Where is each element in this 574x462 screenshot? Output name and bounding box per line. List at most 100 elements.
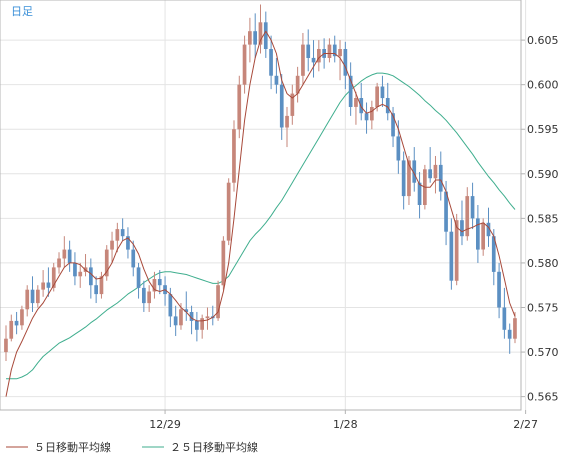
candle-up [258,4,263,54]
candle-body [285,115,289,128]
candle-up [9,314,14,342]
candle-down [46,267,51,297]
candle-body [370,107,374,121]
x-axis: 12/291/282/273/31 [149,410,538,431]
candle-body [338,49,342,57]
candle-body [481,222,485,250]
candle-body [269,49,273,76]
candle-body [89,267,93,286]
candle-body [184,309,189,312]
candle-down [67,240,72,272]
y-tick-label: 0.605 [527,34,559,47]
candle-body [126,236,130,250]
candle-down [173,305,178,337]
candle-up [78,262,83,288]
ma5-group [5,30,516,397]
candle-down [380,75,385,107]
y-tick-label: 0.565 [527,391,559,404]
candle-up [242,35,247,94]
y-tick-label: 0.575 [527,302,559,315]
candle-body [396,136,401,161]
candle-body [295,75,300,94]
candle-body [30,289,35,304]
candle-down [476,205,480,263]
candle-down [279,73,284,140]
candle-body [306,44,311,58]
candle-body [36,289,40,304]
candle-down [502,287,507,339]
candle-body [142,287,146,304]
candle-down [94,276,98,304]
candle-down [359,82,364,121]
candle-down [189,305,194,335]
candle-body [115,229,120,241]
candle-down [131,240,136,277]
y-tick-label: 0.570 [527,346,559,359]
candle-down [184,291,189,321]
candle-down [195,311,199,342]
candle-up [99,271,104,299]
legend-ma25-label: ２５日移動平均線 [170,440,258,454]
candle-down [89,258,93,299]
candle-down [428,147,432,183]
candle-up [115,222,120,253]
candle-body [104,249,109,277]
candle-up [36,285,40,308]
candle-body [279,84,284,128]
candle-body [428,169,432,179]
candle-body [444,191,448,232]
y-axis: 0.565 0.570 0.575 0.580 0.585 0.590 0.595 0.600… [521,34,559,404]
candle-body [20,309,24,326]
candle-down [507,323,512,354]
candle-body [274,75,279,85]
candle-down [14,311,19,335]
candle-body [120,229,125,237]
candle-up [57,252,61,274]
candle-body [253,31,257,45]
candle-up [62,236,67,268]
candle-body [67,249,72,263]
candle-body [131,249,136,268]
candle-down [30,276,35,312]
candle-up [221,236,226,290]
candle-down [460,200,464,246]
candle-up [232,120,236,192]
candle-up [237,75,242,139]
candle-body [438,164,443,192]
candle-down [470,182,475,230]
candle-body [412,160,417,183]
candle-up [200,314,204,339]
candle-body [502,307,507,330]
candle-body [14,320,19,326]
candle-down [253,13,257,58]
x-tick-label: 12/29 [149,418,181,431]
candle-down [142,280,146,312]
candle-body [99,276,104,295]
candle-up [110,231,114,263]
candle-down [364,102,369,134]
y-tick-label: 0.595 [527,123,559,136]
candle-body [9,320,14,339]
candle-body [507,329,512,339]
candle-up [147,285,151,312]
candle-up [513,311,517,344]
candle-up [295,66,300,103]
candle-body [237,84,242,130]
candle-body [417,182,422,205]
candle-up [317,40,321,72]
candle-body [380,86,385,99]
candle-body [401,160,406,197]
candle-down [120,218,125,241]
plot-frame [0,0,522,411]
candle-body [205,316,210,319]
candle-body [57,258,61,268]
candle-body [157,279,162,286]
candle-down [332,35,337,63]
candle-body [470,196,475,219]
candle-body [152,279,157,292]
candle-body [391,113,395,137]
candle-body [354,98,358,107]
candle-down [306,29,311,72]
candle-body [51,267,56,288]
y-tick-label: 0.580 [527,257,559,270]
